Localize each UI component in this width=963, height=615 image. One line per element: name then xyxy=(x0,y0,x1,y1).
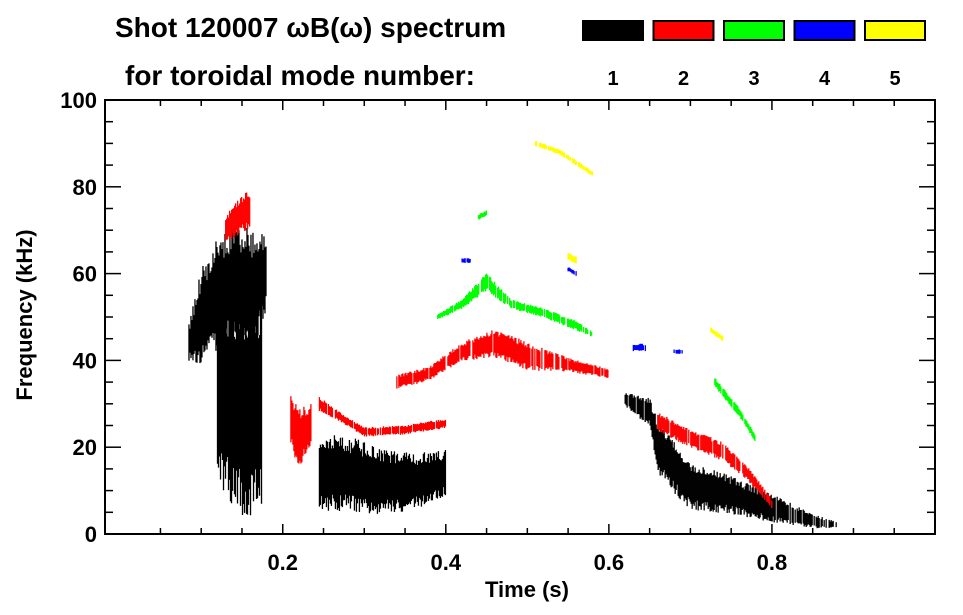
legend-swatch-5 xyxy=(864,20,926,41)
y-tick-label: 20 xyxy=(73,435,97,460)
x-axis-label: Time (s) xyxy=(485,577,569,602)
chart-title: Shot 120007 ωB(ω) spectrum xyxy=(115,12,506,43)
axes: 0.2 0.4 0.6 0.8 0 20 40 60 80 100 xyxy=(60,88,936,575)
x-tick-label: 0.6 xyxy=(594,550,625,575)
series-n5 xyxy=(534,141,724,341)
x-tick-label: 0.4 xyxy=(431,550,462,575)
series-n3 xyxy=(437,210,756,441)
y-tick-label: 60 xyxy=(73,262,97,287)
x-tick-label: 0.2 xyxy=(267,550,298,575)
y-tick-label: 40 xyxy=(73,348,97,373)
legend-swatch-3 xyxy=(723,20,785,41)
y-axis-label: Frequency (kHz) xyxy=(12,229,37,400)
spectrogram-marks xyxy=(188,141,837,529)
legend-label-4: 4 xyxy=(819,68,831,90)
legend-swatch-1 xyxy=(582,20,644,41)
legend-label-3: 3 xyxy=(748,68,759,90)
legend-title: for toroidal mode number: xyxy=(125,60,475,91)
series-n2 xyxy=(225,192,773,508)
legend-label-5: 5 xyxy=(889,68,900,90)
y-tick-label: 0 xyxy=(85,522,97,547)
x-tick-label: 0.8 xyxy=(757,550,788,575)
series-n1 xyxy=(188,227,837,529)
legend-swatch-2 xyxy=(652,20,715,41)
legend-label-2: 2 xyxy=(678,68,689,90)
y-tick-label: 80 xyxy=(73,175,97,200)
legend-swatch-4 xyxy=(793,20,856,41)
y-tick-label: 100 xyxy=(60,88,97,113)
legend-label-1: 1 xyxy=(607,68,618,90)
series-n4 xyxy=(461,258,683,354)
legend: 1 2 3 4 5 xyxy=(582,20,926,90)
